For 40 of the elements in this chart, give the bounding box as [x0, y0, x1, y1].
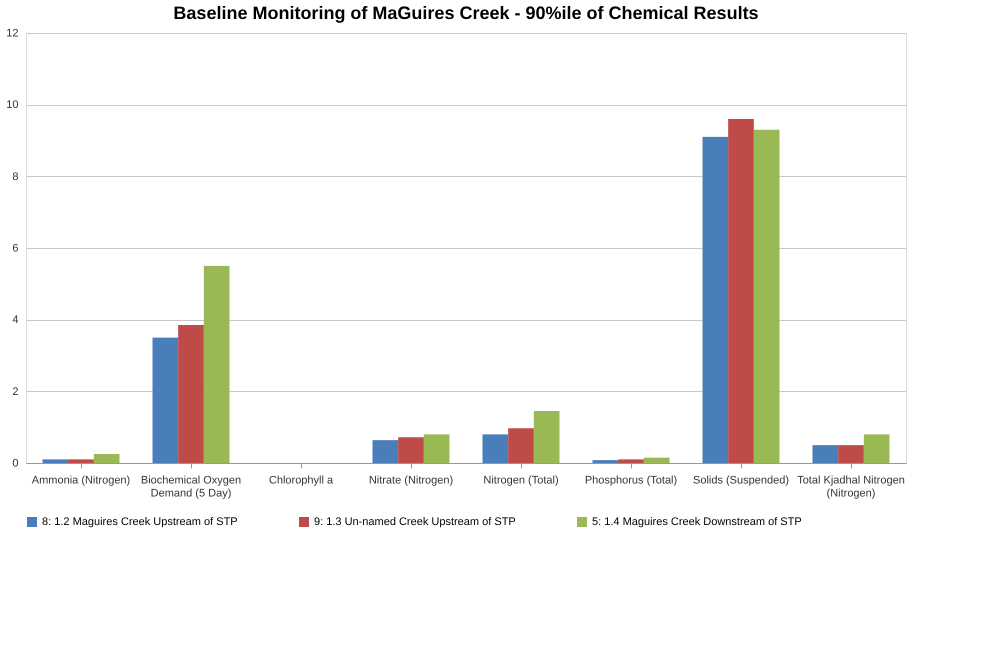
- x-tick-label: Total Kjadhal Nitrogen (Nitrogen): [797, 474, 905, 500]
- chart-title: Baseline Monitoring of MaGuires Creek - 90%ile of Chemical Results: [173, 3, 759, 23]
- x-tick-label: Nitrogen (Total): [483, 474, 559, 486]
- bar: [812, 445, 838, 463]
- bar: [728, 119, 754, 463]
- legend-label: 5: 1.4 Maguires Creek Downstream of STP: [592, 516, 802, 528]
- legend-label: 8: 1.2 Maguires Creek Upstream of STP: [42, 516, 238, 528]
- y-tick-label: 12: [6, 28, 18, 40]
- bar: [398, 437, 424, 463]
- y-tick-label: 6: [12, 242, 18, 254]
- bar: [702, 136, 728, 463]
- y-tick-label: 0: [12, 458, 18, 470]
- bar: [838, 445, 864, 463]
- x-tick-label: Biochemical Oxygen Demand (5 Day): [140, 474, 242, 500]
- x-tick-label: Ammonia (Nitrogen): [32, 474, 130, 486]
- y-tick-label: 4: [12, 314, 18, 326]
- x-tick-label: Chlorophyll a: [268, 474, 334, 486]
- y-tick-label: 10: [6, 99, 18, 112]
- bar: [482, 434, 508, 463]
- bar: [372, 440, 398, 463]
- bar: [68, 459, 94, 463]
- x-tick-label: Phosphorus (Total): [584, 474, 678, 486]
- legend-label: 9: 1.3 Un-named Creek Upstream of STP: [314, 516, 516, 528]
- bar: [534, 411, 560, 463]
- bar: [508, 428, 534, 463]
- bar: [94, 454, 120, 463]
- y-tick-label: 2: [12, 386, 18, 398]
- bar: [178, 325, 204, 463]
- bar: [754, 130, 780, 463]
- bar: [592, 460, 618, 463]
- bar: [644, 458, 670, 463]
- bar: [152, 338, 178, 463]
- bar: [424, 434, 450, 463]
- bar: [864, 434, 890, 463]
- bar: [618, 459, 644, 463]
- bar: [204, 266, 230, 463]
- x-tick-label: Nitrate (Nitrogen): [368, 474, 454, 486]
- x-tick-label: Solids (Suspended): [692, 474, 790, 486]
- y-tick-label: 8: [12, 170, 18, 183]
- bar: [42, 459, 68, 463]
